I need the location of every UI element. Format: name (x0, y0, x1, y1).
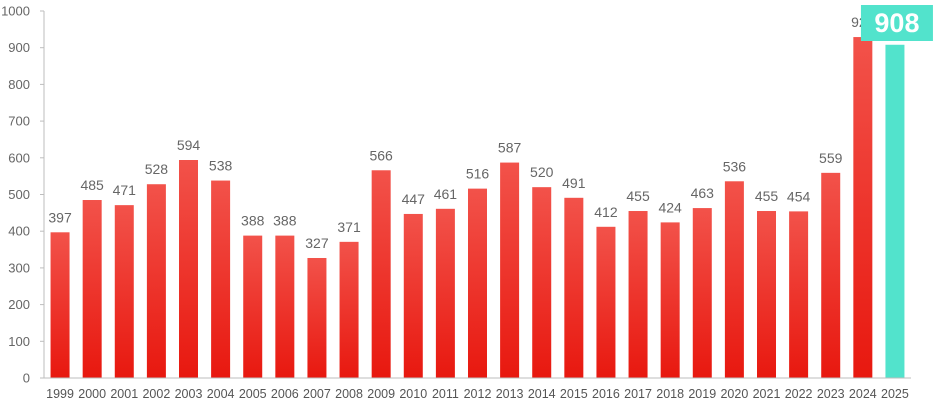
bar (628, 211, 648, 378)
y-tick-label: 1000 (1, 4, 30, 19)
x-tick-label: 2001 (110, 387, 138, 401)
bar (435, 208, 455, 378)
y-tick-label: 400 (8, 224, 30, 239)
y-tick-label: 500 (8, 187, 30, 202)
x-tick-label: 2018 (656, 387, 684, 401)
bar (307, 257, 327, 378)
data-label: 463 (691, 185, 715, 201)
bar (757, 211, 776, 378)
bar-highlight (885, 44, 905, 378)
bar (821, 172, 841, 378)
x-tick-label: 2010 (399, 387, 427, 401)
x-tick-label: 2025 (881, 387, 909, 401)
data-label: 447 (402, 191, 426, 207)
data-label: 397 (48, 209, 72, 225)
bar (179, 160, 198, 378)
x-tick-label: 2012 (464, 387, 492, 401)
data-label: 327 (305, 235, 329, 251)
x-tick-label: 2009 (367, 387, 395, 401)
data-label: 454 (787, 188, 811, 204)
x-tick-label: 2011 (432, 387, 459, 401)
bar (211, 180, 231, 378)
y-tick-label: 900 (8, 40, 30, 55)
x-tick-label: 2022 (785, 387, 813, 401)
x-tick-label: 2003 (175, 387, 203, 401)
x-axis: 1999 2000 2001 2002 2003 2004 2005 2006 2007 2008… (44, 377, 911, 401)
x-tick-label: 2019 (688, 387, 716, 401)
bar (82, 200, 102, 378)
bar (146, 184, 166, 378)
x-tick-label: 2013 (496, 387, 524, 401)
data-labels-group: 397 485 471 528 594 538 388 388 327 371 566 447 461 5… (48, 5, 933, 251)
x-tick-label: 2020 (720, 387, 748, 401)
bar (789, 211, 809, 378)
bar (724, 181, 744, 378)
bar (500, 162, 520, 378)
y-tick-label: 0 (23, 371, 30, 386)
x-tick-label: 2002 (142, 387, 170, 401)
x-tick-label: 2023 (817, 387, 845, 401)
x-tick-label: 2000 (78, 387, 106, 401)
x-tick-label: 2015 (560, 387, 588, 401)
highlight-data-label: 908 (874, 8, 919, 38)
data-label: 371 (337, 219, 361, 235)
bars-group (50, 37, 905, 378)
data-label: 471 (113, 182, 137, 198)
x-tick-label: 2008 (335, 387, 363, 401)
bar (339, 241, 359, 378)
data-label: 388 (273, 213, 297, 229)
y-tick-label: 100 (8, 334, 30, 349)
bar (692, 208, 712, 378)
x-tick-label: 2024 (849, 387, 877, 401)
x-tick-label: 2007 (303, 387, 331, 401)
y-tick-label: 300 (8, 260, 30, 275)
data-label: 491 (562, 175, 586, 191)
data-label: 455 (755, 188, 779, 204)
y-tick-label: 800 (8, 77, 30, 92)
x-tick-label: 2005 (239, 387, 267, 401)
bar (50, 232, 70, 378)
x-tick-label: 2016 (592, 387, 620, 401)
y-tick-label: 600 (8, 150, 30, 165)
y-axis: 0 100 200 300 400 500 600 700 800 900 1000 (1, 4, 45, 386)
bar (243, 235, 263, 378)
y-tick-label: 700 (8, 114, 30, 129)
data-label: 516 (466, 166, 490, 182)
x-tick-label: 2017 (624, 387, 652, 401)
data-label: 559 (819, 150, 843, 166)
x-tick-label: 2006 (271, 387, 299, 401)
highlight-label-box (860, 5, 933, 41)
bar (564, 197, 584, 378)
data-label: 538 (209, 158, 233, 174)
data-label: 461 (434, 186, 458, 202)
bar (596, 226, 616, 378)
data-label: 455 (626, 188, 650, 204)
bar (275, 235, 295, 378)
y-tick-label: 200 (8, 297, 30, 312)
x-tick-label: 2021 (753, 387, 781, 401)
bar (403, 213, 423, 378)
data-label: 424 (658, 199, 682, 215)
bar (114, 205, 134, 378)
data-label: 566 (369, 147, 393, 163)
data-label: 594 (177, 137, 201, 153)
x-tick-label: 2014 (528, 387, 556, 401)
x-tick-label: 1999 (46, 387, 74, 401)
bar (660, 222, 680, 378)
bar (468, 188, 487, 378)
bar (532, 187, 552, 378)
data-label: 536 (723, 158, 747, 174)
bar (371, 170, 391, 378)
data-label: 388 (241, 213, 265, 229)
data-label: 520 (530, 164, 554, 180)
bar (853, 37, 873, 378)
x-tick-label: 2004 (207, 387, 235, 401)
data-label: 412 (594, 204, 618, 220)
data-label: 528 (145, 161, 169, 177)
data-label: 587 (498, 140, 522, 156)
data-label: 485 (80, 177, 104, 193)
